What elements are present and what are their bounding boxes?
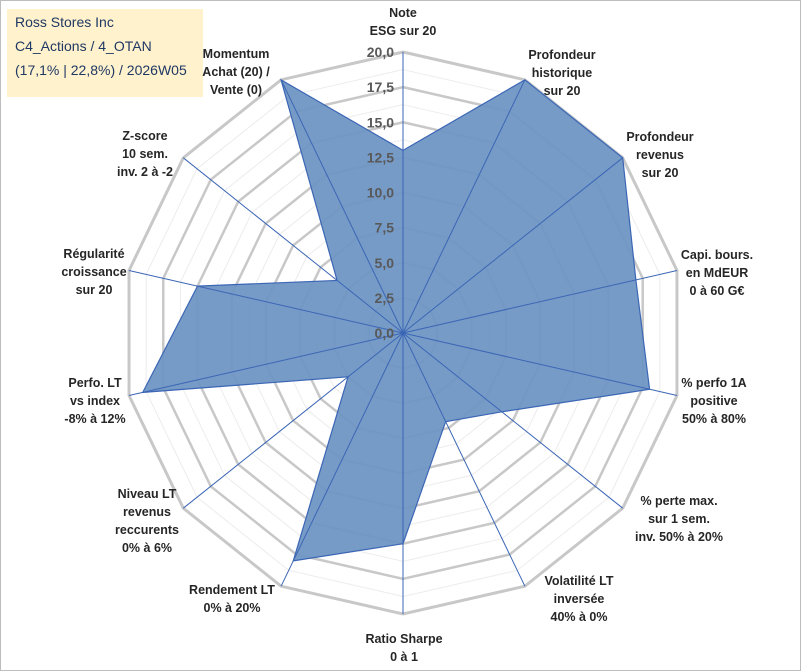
axis-label: Capi. bours. en MdEUR 0 à 60 G€ xyxy=(681,248,753,298)
axis-label-line: Ratio Sharpe xyxy=(365,632,442,646)
title-line-period: (17,1% | 22,8%) / 2026W05 xyxy=(15,62,187,78)
tick-label: 12,5 xyxy=(367,149,394,165)
axis-label-line: sur 20 xyxy=(544,84,581,98)
axis-label-line: % perte max. xyxy=(640,494,717,508)
axis-spoke xyxy=(182,157,404,334)
axis-label-line: % perfo 1A xyxy=(681,376,746,390)
axis-label-line: 0% à 20% xyxy=(204,601,261,615)
tick-label: 17,5 xyxy=(367,79,394,95)
axis-label-line: croissance xyxy=(61,265,126,279)
axis-label-line: positive xyxy=(690,394,737,408)
axis-label-line: ESG sur 20 xyxy=(370,24,437,38)
axis-label: Profondeur historique sur 20 xyxy=(528,48,595,98)
axis-label-line: Profondeur xyxy=(626,130,693,144)
tick-label: 10,0 xyxy=(367,185,394,201)
axis-label-line: revenus xyxy=(123,505,171,519)
axis-label-line: Profondeur xyxy=(528,48,595,62)
axis-label-line: Vente (0) xyxy=(210,83,262,97)
axis-spoke xyxy=(402,79,526,334)
tick-label: 0,0 xyxy=(375,325,395,341)
axis-label-line: Capi. bours. xyxy=(681,248,753,262)
axis-label-line: revenus xyxy=(636,148,684,162)
axis-label-line: reccurents xyxy=(115,523,179,537)
axis-spoke xyxy=(402,332,526,587)
tick-label: 7,5 xyxy=(375,220,395,236)
axis-label: Ratio Sharpe 0 à 1 xyxy=(365,632,442,664)
axis-label-line: inversée xyxy=(554,592,605,606)
axis-label-line: Niveau LT xyxy=(118,487,177,501)
data-point xyxy=(280,78,283,81)
axis-label-line: Note xyxy=(389,6,417,20)
tick-label: 5,0 xyxy=(375,255,395,271)
data-point xyxy=(336,279,339,282)
axis-label-line: 0 à 60 G€ xyxy=(690,284,745,298)
axis-label-line: sur 20 xyxy=(76,283,113,297)
title-line-company: Ross Stores Inc xyxy=(15,14,114,30)
axis-label: Perfo. LT vs index -8% à 12% xyxy=(64,376,125,426)
axis-spoke xyxy=(182,332,404,509)
axis-spoke xyxy=(402,332,678,396)
axis-label-line: inv. 2 à -2 xyxy=(117,165,173,179)
axis-label: Volatilité LT inversée 40% à 0% xyxy=(545,574,614,624)
axis-label: % perfo 1A positive 50% à 80% xyxy=(681,376,746,426)
tick-label: 2,5 xyxy=(375,290,395,306)
axis-label: Profondeur revenus sur 20 xyxy=(626,130,693,180)
axis-label-line: Perfo. LT xyxy=(68,376,122,390)
data-point xyxy=(402,542,405,545)
axis-label-line: 40% à 0% xyxy=(551,610,608,624)
axis-label-line: 0% à 6% xyxy=(122,541,172,555)
data-point xyxy=(141,391,144,394)
axis-label-line: sur 20 xyxy=(642,166,679,180)
axis-label-line: historique xyxy=(532,66,592,80)
axis-label-line: Rendement LT xyxy=(189,583,275,597)
axis-spoke xyxy=(402,157,624,334)
data-point xyxy=(196,285,199,288)
axis-label-line: Régularité xyxy=(63,247,124,261)
data-point xyxy=(292,559,295,562)
axis-label-line: Z-score xyxy=(122,129,167,143)
tick-label: 15,0 xyxy=(367,114,394,130)
data-point xyxy=(347,375,350,378)
axis-spoke xyxy=(280,79,404,334)
axis-label-line: Momentum xyxy=(203,47,270,61)
axis-label-line: vs index xyxy=(70,394,120,408)
axis-spoke xyxy=(128,332,404,396)
data-point xyxy=(444,420,447,423)
axis-label-line: 0 à 1 xyxy=(390,650,418,664)
data-point xyxy=(500,410,503,413)
axis-label: % perte max. sur 1 sem. inv. 50% à 20% xyxy=(635,494,723,544)
chart-title-box: Ross Stores Inc C4_Actions / 4_OTAN (17,… xyxy=(7,9,203,97)
axis-label-line: 10 sem. xyxy=(122,147,168,161)
axis-label-line: inv. 50% à 20% xyxy=(635,530,723,544)
axis-label-line: sur 1 sem. xyxy=(648,512,710,526)
data-point xyxy=(648,388,651,391)
axis-label: Momentum Achat (20) / Vente (0) xyxy=(202,47,270,97)
data-point xyxy=(634,278,637,281)
axis-spoke xyxy=(402,270,678,334)
data-point xyxy=(402,149,405,152)
axis-label: Rendement LT 0% à 20% xyxy=(189,583,275,615)
axis-label-line: -8% à 12% xyxy=(64,412,125,426)
data-point xyxy=(621,156,624,159)
axis-label: Z-score 10 sem. inv. 2 à -2 xyxy=(117,129,173,179)
data-point xyxy=(523,78,526,81)
axis-label-line: en MdEUR xyxy=(686,266,749,280)
axis-label: Régularité croissance sur 20 xyxy=(61,247,126,297)
axis-spoke xyxy=(402,332,624,509)
axis-label-line: 50% à 80% xyxy=(682,412,746,426)
axis-spoke xyxy=(280,332,404,587)
axis-spoke xyxy=(128,270,404,334)
tick-label: 20,0 xyxy=(367,44,394,60)
axis-label: Note ESG sur 20 xyxy=(370,6,437,38)
title-line-category: C4_Actions / 4_OTAN xyxy=(15,38,152,54)
axis-label-line: Volatilité LT xyxy=(545,574,614,588)
axis-label: Niveau LT revenus reccurents 0% à 6% xyxy=(115,487,179,555)
axis-label-line: Achat (20) / xyxy=(202,65,270,79)
